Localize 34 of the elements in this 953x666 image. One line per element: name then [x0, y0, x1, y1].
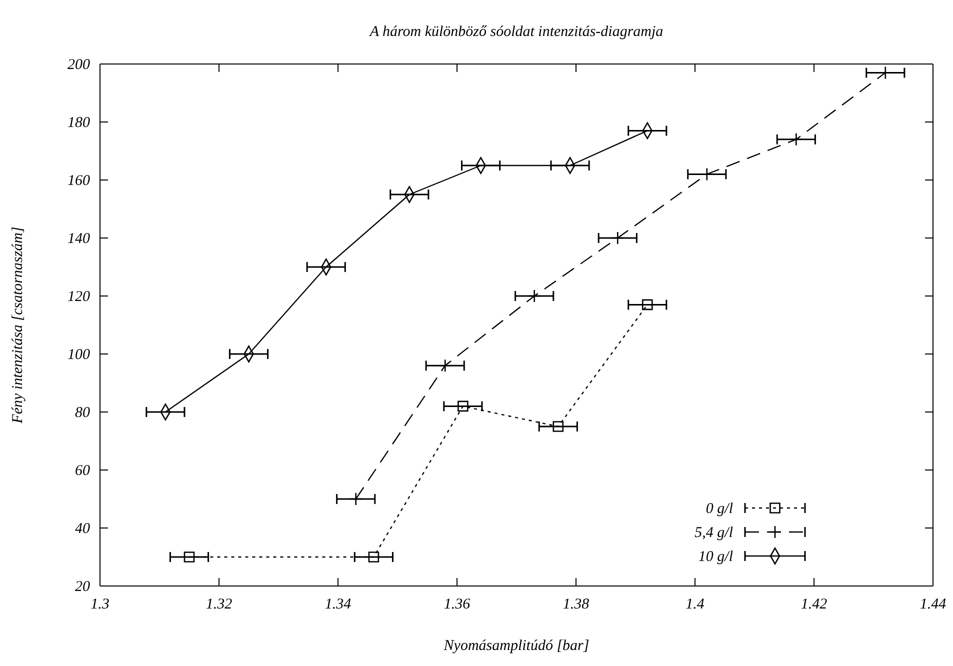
y-tick-label: 80 [75, 404, 90, 421]
x-tick-label: 1.38 [562, 596, 590, 613]
y-tick-label: 40 [75, 520, 90, 537]
point [458, 400, 468, 412]
legend-label: 5,4 g/l [694, 525, 733, 541]
y-axis-title: Fény intenzitása [csatornaszám] [10, 226, 26, 424]
x-tick-label: 1.44 [920, 596, 947, 613]
point [611, 231, 624, 245]
y-tick-label: 20 [75, 578, 90, 595]
y-tick-label: 100 [68, 346, 90, 363]
y-tick-label: 160 [68, 172, 90, 189]
point [528, 289, 541, 303]
y-tick-label: 140 [68, 230, 90, 247]
legend-label: 0 g/l [706, 501, 733, 517]
point [642, 299, 653, 310]
x-tick-label: 1.34 [324, 596, 352, 613]
x-tick-label: 1.42 [800, 596, 828, 613]
point [790, 132, 803, 146]
point [368, 552, 380, 562]
x-axis-title: Nyomásamplitúdó [bar] [442, 638, 590, 654]
y-tick-label: 180 [68, 114, 90, 131]
y-tick-label: 120 [68, 288, 90, 305]
point [184, 552, 195, 562]
point [438, 358, 452, 372]
point [349, 492, 362, 506]
y-tick-label: 200 [68, 56, 90, 73]
x-tick-label: 1.3 [90, 596, 110, 613]
y-tick-label: 60 [75, 462, 90, 479]
legend-label: 10 g/l [698, 549, 733, 565]
chart-title: A három különböző sóoldat intenzitás-diagramja [368, 24, 664, 40]
x-tick-label: 1.32 [206, 596, 233, 613]
x-tick-label: 1.4 [686, 596, 705, 613]
point [552, 421, 564, 432]
x-tick-label: 1.36 [444, 596, 471, 613]
